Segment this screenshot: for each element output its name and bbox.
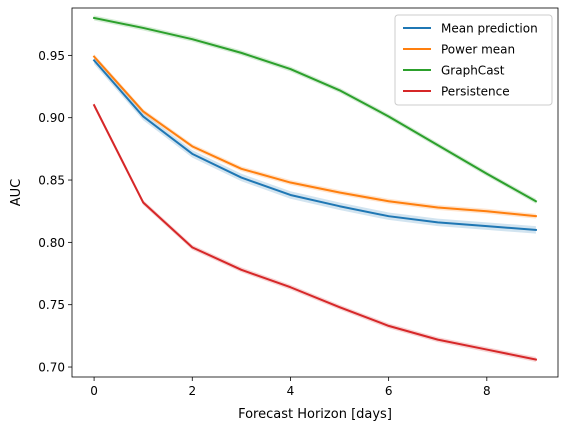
confidence-band-1 <box>94 54 536 219</box>
legend-label-1: Power mean <box>441 43 515 57</box>
series-lines <box>92 16 538 361</box>
series-line-0 <box>92 58 537 231</box>
y-tick-label: 0.80 <box>38 236 65 250</box>
legend: Mean prediction Power mean GraphCast Persis… <box>394 14 553 106</box>
x-tick-label: 4 <box>287 384 295 398</box>
y-tick-label: 0.75 <box>38 298 65 312</box>
confidence-band-3 <box>94 102 536 363</box>
x-tick-label: 2 <box>188 384 196 398</box>
legend-box <box>394 14 553 106</box>
y-axis-label: AUC <box>9 179 24 207</box>
legend-label-2: GraphCast <box>441 64 505 78</box>
x-tick-label: 8 <box>483 384 491 398</box>
x-tick-label: 6 <box>385 384 393 398</box>
y-axis-ticks: 0.70 0.75 0.80 0.85 0.90 0.95 <box>38 49 72 375</box>
y-tick-label: 0.90 <box>38 111 65 125</box>
y-tick-label: 0.70 <box>38 361 65 375</box>
series-line-3 <box>92 103 538 361</box>
plot-frame <box>71 7 559 378</box>
x-tick-label: 0 <box>90 384 98 398</box>
x-axis-ticks: 0 2 4 6 8 <box>90 377 491 398</box>
series-line-1 <box>92 55 538 218</box>
y-tick-label: 0.85 <box>38 174 65 188</box>
series-line-2 <box>92 16 538 203</box>
legend-label-0: Mean prediction <box>441 22 538 36</box>
legend-label-3: Persistence <box>441 85 510 99</box>
x-axis-label: Forecast Horizon [days] <box>238 407 392 422</box>
y-tick-label: 0.95 <box>38 49 65 63</box>
